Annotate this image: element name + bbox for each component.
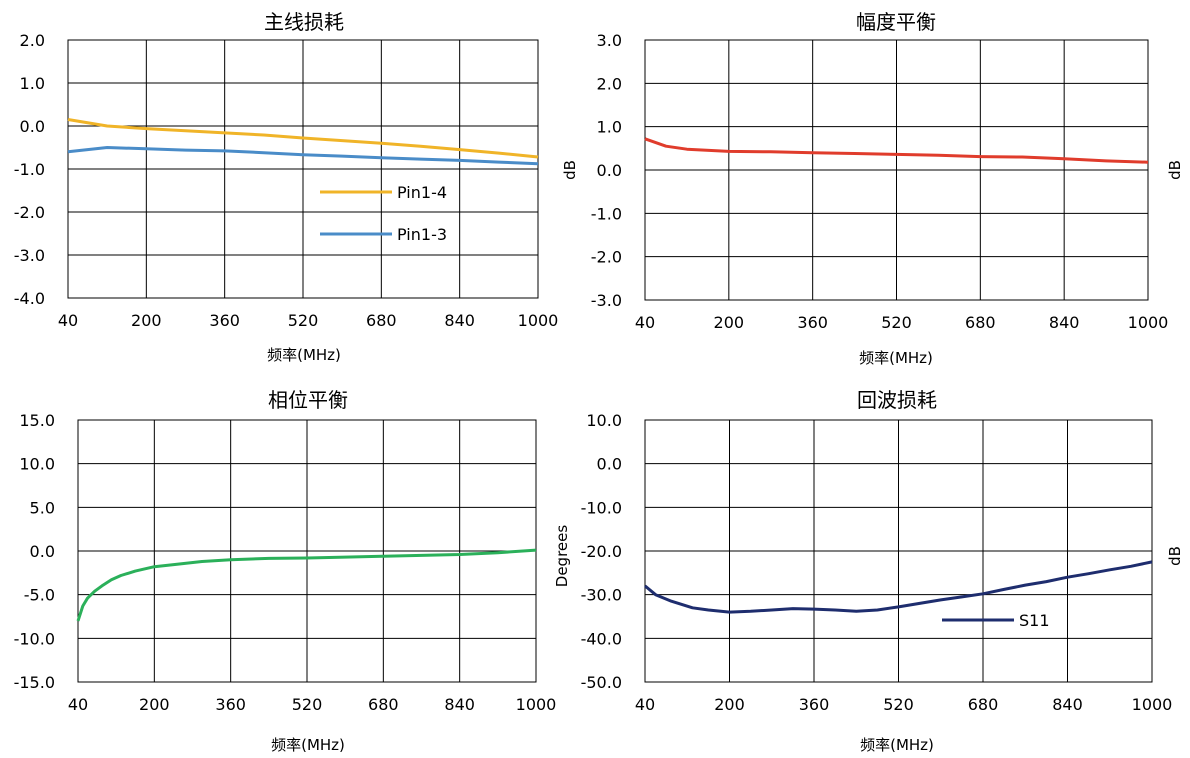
series-line: [76, 548, 537, 622]
x-tick-label: 40: [58, 311, 78, 330]
legend-label: S11: [1019, 611, 1050, 630]
plot-frame: [644, 419, 1153, 683]
y-axis-unit-label: dB: [561, 160, 579, 180]
x-tick-label: 40: [68, 695, 88, 714]
x-tick-label: 840: [1052, 695, 1083, 714]
series-line: [67, 146, 539, 166]
y-tick-label: -40.0: [581, 629, 622, 648]
chart-title: 回波损耗: [857, 388, 937, 412]
y-tick-label: 0.0: [597, 455, 622, 474]
y-tick-label: -3.0: [14, 246, 45, 265]
y-axis-label-degrees: Degrees: [553, 525, 571, 588]
chart-title: 主线损耗: [264, 10, 344, 34]
x-axis-label: 频率(MHz): [267, 346, 341, 364]
y-tick-label: -20.0: [581, 542, 622, 561]
x-tick-label: 680: [965, 313, 996, 332]
x-tick-label: 680: [368, 695, 399, 714]
y-tick-label: 1.0: [597, 118, 622, 137]
y-tick-label: 3.0: [597, 31, 622, 50]
panel-return-loss: 回波损耗 40 200 360 520 680 840 1000 10.0 0.0 -10.0 -2…: [553, 388, 1184, 754]
x-tick-label: 360: [797, 313, 828, 332]
plot-frame: [67, 39, 539, 299]
chart-title: 相位平衡: [268, 388, 348, 412]
x-tick-label: 40: [635, 313, 655, 332]
x-tick-label: 680: [968, 695, 999, 714]
chart-title: 幅度平衡: [856, 10, 936, 34]
y-tick-label: -5.0: [24, 586, 55, 605]
panel-main-loss: 主线损耗 40 200 360 520 680 840 1000 2.0 1.0 0.0 -1.0 -…: [14, 10, 559, 364]
x-tick-label: 200: [714, 695, 745, 714]
y-tick-label: -4.0: [14, 289, 45, 308]
y-tick-label: 0.0: [30, 542, 55, 561]
series-line: [644, 560, 1153, 614]
plot-frame: [644, 39, 1149, 301]
x-tick-label: 520: [292, 695, 323, 714]
series-line: [644, 137, 1149, 164]
x-tick-label: 1000: [516, 695, 557, 714]
legend-label: Pin1-3: [397, 225, 447, 244]
y-tick-label: -10.0: [581, 498, 622, 517]
y-axis-unit-label-right: dB: [1166, 160, 1184, 180]
x-tick-label: 360: [209, 311, 240, 330]
y-tick-label: -50.0: [581, 673, 622, 692]
panel-phase-balance: 相位平衡 40 200 360 520 680 840 1000 15.0 10.0 5.0 0.0…: [14, 388, 557, 754]
x-tick-label: 520: [883, 695, 914, 714]
x-tick-label: 840: [444, 695, 475, 714]
x-axis-label: 频率(MHz): [271, 736, 345, 754]
y-tick-label: 15.0: [19, 411, 55, 430]
y-tick-label: -15.0: [14, 673, 55, 692]
x-tick-label: 1000: [518, 311, 559, 330]
x-tick-label: 840: [444, 311, 475, 330]
legend-label: Pin1-4: [397, 183, 447, 202]
y-tick-label: 10.0: [19, 455, 55, 474]
y-tick-label: 0.0: [20, 117, 45, 136]
x-tick-label: 520: [881, 313, 912, 332]
x-axis-label: 频率(MHz): [859, 349, 933, 367]
x-tick-label: 200: [131, 311, 162, 330]
x-axis-label: 频率(MHz): [860, 736, 934, 754]
y-tick-label: 5.0: [30, 498, 55, 517]
y-tick-label: -1.0: [14, 160, 45, 179]
y-tick-label: -3.0: [591, 291, 622, 310]
y-tick-label: 2.0: [597, 74, 622, 93]
y-axis-unit-label-right: dB: [1166, 546, 1184, 566]
y-tick-label: 1.0: [20, 74, 45, 93]
y-tick-label: -2.0: [591, 248, 622, 267]
y-tick-label: -30.0: [581, 586, 622, 605]
y-tick-label: 0.0: [597, 161, 622, 180]
y-tick-label: 2.0: [20, 31, 45, 50]
x-tick-label: 840: [1049, 313, 1080, 332]
x-tick-label: 360: [799, 695, 830, 714]
x-tick-label: 360: [215, 695, 246, 714]
x-tick-label: 40: [635, 695, 655, 714]
y-tick-label: -1.0: [591, 204, 622, 223]
x-tick-label: 1000: [1132, 695, 1173, 714]
x-tick-label: 680: [366, 311, 397, 330]
y-tick-label: -10.0: [14, 629, 55, 648]
y-tick-label: -2.0: [14, 203, 45, 222]
x-tick-label: 200: [139, 695, 170, 714]
series-line: [67, 118, 539, 159]
x-tick-label: 1000: [1128, 313, 1169, 332]
panel-amplitude-balance: 幅度平衡 40 200 360 520 680 840 1000 3.0 2.0 1.0 0.0 -1…: [561, 10, 1184, 367]
x-tick-label: 520: [288, 311, 319, 330]
x-tick-label: 200: [714, 313, 745, 332]
y-tick-label: 10.0: [586, 411, 622, 430]
